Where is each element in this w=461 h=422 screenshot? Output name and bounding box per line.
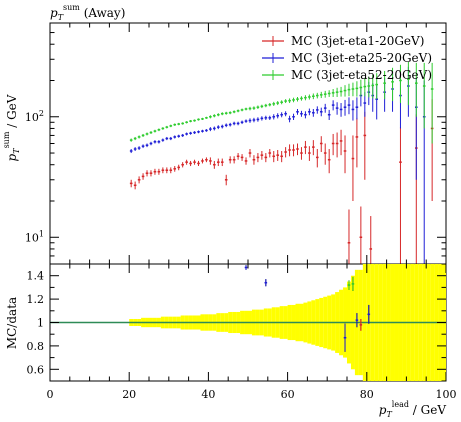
x-tick-label: 40 — [201, 388, 215, 401]
ratio-series-2 — [244, 265, 371, 352]
legend-label: MC (3jet-eta1-20GeV) — [291, 34, 424, 48]
plot-title: pTsum (Away) — [50, 3, 125, 22]
series-1 — [129, 99, 434, 264]
y-tick-label: 101 — [25, 229, 44, 244]
main-panel-marks — [129, 61, 434, 264]
ratio-y-axis-title: MC/data — [5, 297, 19, 349]
legend-label: MC (3jet-eta52-20GeV) — [291, 68, 432, 82]
series-3 — [129, 61, 434, 144]
ratio-series-1 — [359, 318, 363, 331]
x-tick-label: 80 — [360, 388, 374, 401]
x-tick-label: 100 — [436, 388, 457, 401]
ratio-panel-marks — [50, 264, 446, 381]
legend-entry-2: MC (3jet-eta25-20GeV) — [262, 51, 432, 65]
x-tick-label: 60 — [281, 388, 295, 401]
ratio-y-tick-label: 0.8 — [27, 340, 45, 353]
ratio-y-tick-label: 1.2 — [27, 293, 45, 306]
ratio-y-tick-label: 0.6 — [27, 363, 45, 376]
main-y-axis-title: pTsum / GeV — [2, 94, 21, 161]
legend-label: MC (3jet-eta25-20GeV) — [291, 51, 432, 65]
x-tick-label: 0 — [47, 388, 54, 401]
legend-entry-3: MC (3jet-eta52-20GeV) — [262, 68, 432, 82]
y-tick-label: 102 — [25, 109, 44, 124]
ratio-y-tick-label: 1 — [37, 317, 44, 330]
legend: MC (3jet-eta1-20GeV) MC (3jet-eta25-20GeV… — [262, 34, 432, 82]
x-axis-title: pTlead / GeV — [379, 400, 447, 419]
main-panel-axes: 101 102 — [25, 22, 447, 265]
x-tick-label: 20 — [122, 388, 136, 401]
series-2 — [129, 66, 426, 264]
ratio-panel-axes: 0.6 0.8 1 1.2 1.4 0 20 40 60 80 100 — [27, 263, 457, 401]
ratio-series-3 — [347, 276, 355, 291]
ratio-y-tick-label: 1.4 — [27, 270, 45, 283]
legend-entry-1: MC (3jet-eta1-20GeV) — [262, 34, 424, 48]
